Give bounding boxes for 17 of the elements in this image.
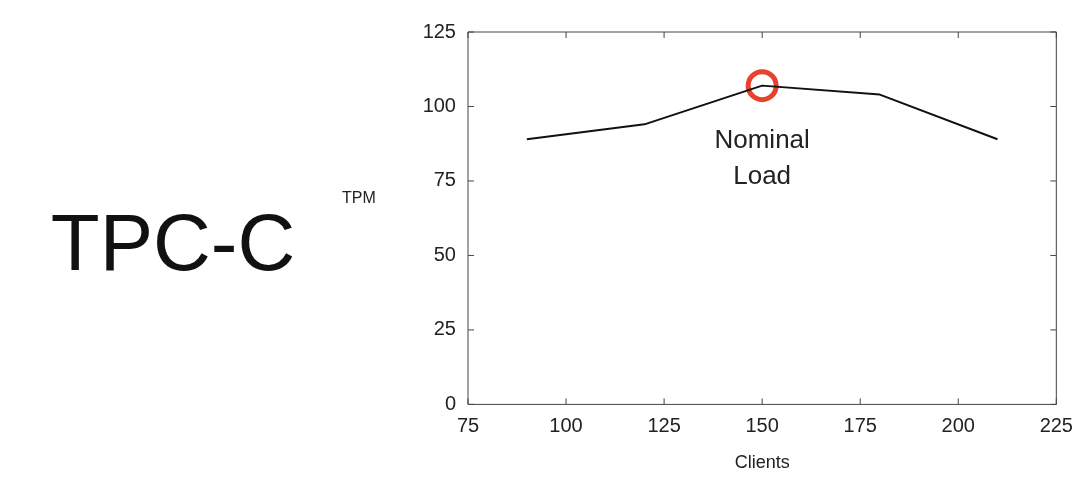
y-tick-label: 50	[433, 242, 456, 265]
y-tick-label: 25	[433, 317, 456, 340]
y-tick-label: 75	[433, 168, 456, 191]
y-tick-label: 100	[422, 94, 456, 116]
x-tick-label: 150	[745, 413, 779, 436]
annotation: Nominal Load	[714, 123, 810, 190]
x-tick-label: 175	[843, 413, 877, 436]
y-axis-title: TPM	[342, 188, 376, 206]
x-axis-title: Clients	[734, 452, 790, 473]
x-tick-label: 225	[1039, 413, 1073, 436]
x-tick-label: 200	[941, 413, 975, 436]
y-tick-label: 0	[444, 391, 456, 414]
x-tick-label: 75	[456, 413, 480, 436]
text: TPC-C	[49, 197, 297, 289]
x-tick-label: 100	[549, 413, 583, 436]
y-tick-label: 125	[422, 19, 456, 42]
x-tick-label: 125	[647, 413, 681, 436]
